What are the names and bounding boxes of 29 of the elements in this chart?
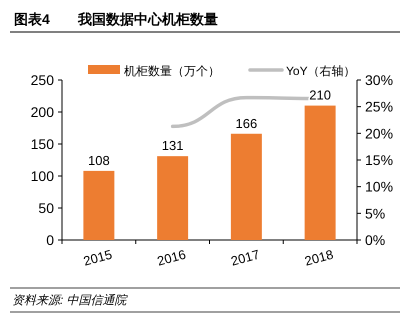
data-label: 210	[309, 88, 331, 103]
bar	[304, 106, 336, 240]
data-label: 108	[88, 152, 110, 168]
x-tick-label: 2015	[82, 246, 114, 269]
y2-tick-label: 15%	[365, 152, 394, 168]
y-tick-label: 100	[30, 168, 54, 184]
y-tick-label: 50	[38, 200, 54, 216]
y-tick-label: 250	[30, 72, 54, 88]
bar	[83, 170, 114, 240]
bar	[157, 156, 188, 240]
bar	[230, 134, 262, 240]
y2-tick-label: 10%	[365, 178, 394, 195]
y2-tick-label: 5%	[365, 205, 386, 222]
y2-tick-label: 25%	[365, 98, 394, 115]
y-tick-label: 200	[30, 104, 54, 120]
text: 资料来源: 中国信通院	[12, 293, 129, 307]
legend-label: YoY（右轴）	[286, 64, 356, 78]
chart-title: 图表4 我国数据中心机柜数量	[14, 11, 218, 27]
data-label: 166	[236, 116, 258, 131]
y-tick-label: 0	[46, 232, 54, 248]
data-label: 131	[162, 138, 184, 154]
x-tick-label: 2018	[303, 246, 335, 269]
x-tick-label: 2016	[156, 246, 188, 269]
y2-tick-label: 20%	[365, 125, 394, 142]
y2-tick-label: 0%	[365, 232, 386, 248]
y2-tick-label: 30%	[365, 72, 394, 88]
y-tick-label: 150	[30, 136, 54, 152]
legend-label: 机柜数量（万个）	[124, 64, 220, 78]
x-tick-label: 2017	[229, 246, 262, 269]
